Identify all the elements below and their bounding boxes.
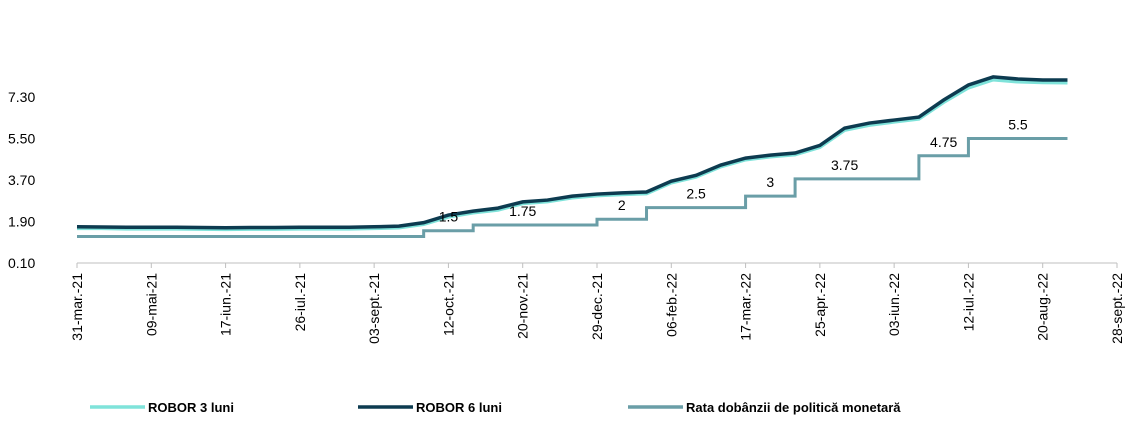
y-tick-label: 7.30 (8, 89, 35, 105)
x-tick-label: 12-iul.-22 (960, 273, 976, 332)
value-label: 1.5 (439, 209, 459, 225)
x-tick-label: 31-mar.-21 (69, 273, 85, 341)
value-label: 3.75 (831, 157, 858, 173)
value-label: 2.5 (686, 186, 706, 202)
x-tick-label: 06-feb.-22 (663, 273, 679, 337)
y-tick-label: 1.90 (8, 214, 35, 230)
x-tick-label: 17-mar.-22 (738, 273, 754, 341)
x-tick-label: 25-apr.-22 (812, 273, 828, 337)
legend-label: Rata dobânzii de politică monetară (686, 400, 901, 415)
x-tick-label: 20-aug.-22 (1035, 273, 1051, 341)
x-tick-label: 17-iun.-21 (218, 273, 234, 336)
y-tick-label: 0.10 (8, 255, 35, 271)
legend-label: ROBOR 3 luni (148, 400, 234, 415)
x-tick-label: 03-iun.-22 (886, 273, 902, 336)
legend-label: ROBOR 6 luni (416, 400, 502, 415)
value-label: 4.75 (930, 134, 957, 150)
legend: ROBOR 3 luni ROBOR 6 luni Rata dobânzii de… (90, 400, 901, 415)
value-label: 3 (766, 174, 774, 190)
y-tick-label: 3.70 (8, 172, 35, 188)
robor-line (76, 75, 1068, 230)
x-tick-label: 09-mai-21 (143, 273, 159, 336)
x-tick-label: 12-oct.-21 (440, 273, 456, 336)
x-tick-label: 26-iul.-21 (292, 273, 308, 332)
policy-rate-line (77, 137, 1068, 238)
value-label: 2 (618, 197, 626, 213)
x-tick-label: 03-sept.-21 (366, 273, 382, 344)
x-tick-label: 28-sept.-22 (1109, 273, 1125, 344)
value-label: 1.75 (509, 203, 536, 219)
value-label: 5.5 (1008, 117, 1028, 133)
y-tick-label: 5.50 (8, 131, 35, 147)
x-tick-label: 29-dec.-21 (589, 273, 605, 340)
x-tick-label: 20-nov.-21 (515, 273, 531, 339)
